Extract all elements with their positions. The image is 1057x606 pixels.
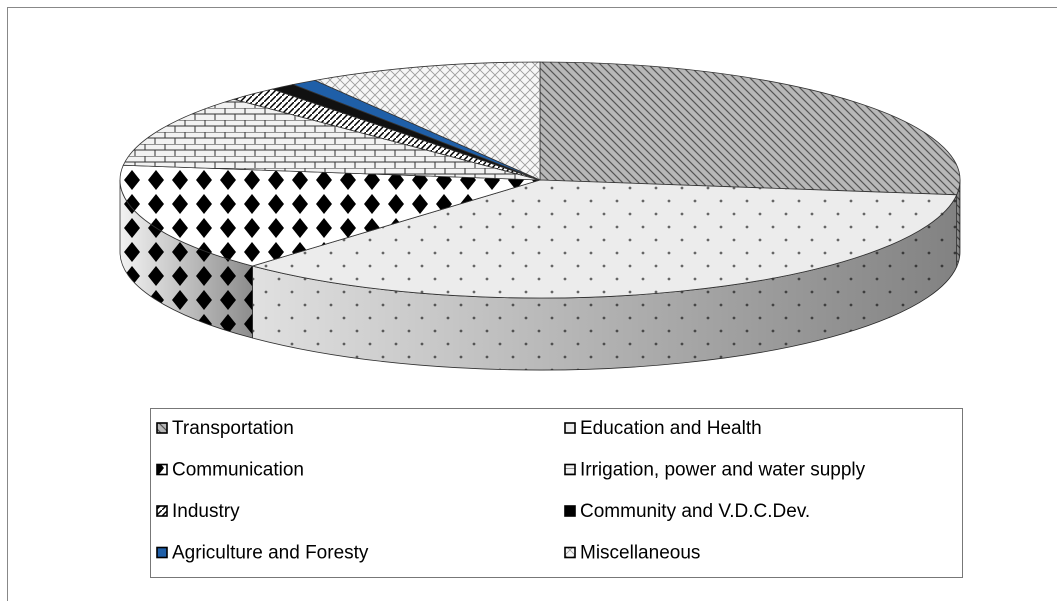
slice	[540, 62, 960, 195]
legend-swatch	[565, 548, 575, 558]
legend-swatch	[157, 548, 167, 558]
legend-swatch	[565, 423, 575, 433]
legend-label: Agriculture and Foresty	[172, 543, 369, 564]
legend-swatch	[565, 506, 575, 516]
pie	[120, 62, 960, 370]
legend-swatch	[157, 506, 167, 516]
legend-label: Transportation	[172, 418, 294, 439]
legend-swatch	[565, 465, 575, 475]
legend-label: Industry	[172, 501, 240, 522]
legend-label: Irrigation, power and water supply	[580, 460, 866, 481]
legend-swatch	[157, 423, 167, 433]
legend-swatch	[157, 465, 167, 475]
legend-label: Education and Health	[580, 418, 762, 439]
legend-label: Community and V.D.C.Dev.	[580, 501, 810, 522]
legend-label: Communication	[172, 460, 304, 481]
legend-label: Miscellaneous	[580, 543, 700, 564]
